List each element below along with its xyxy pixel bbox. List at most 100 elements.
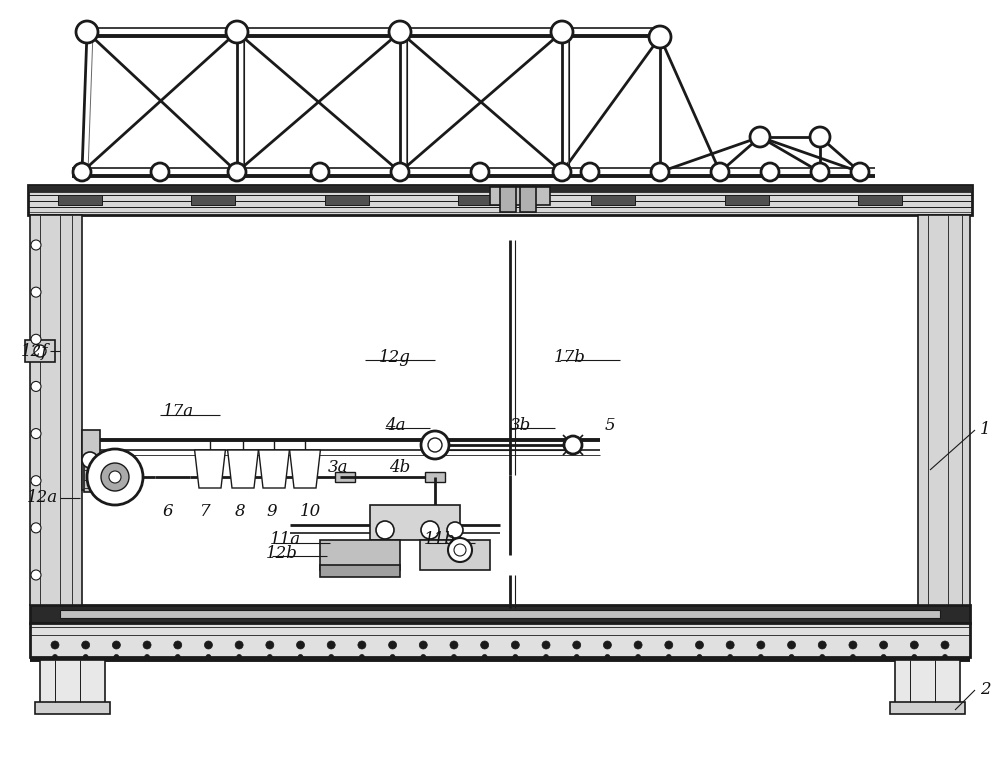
Polygon shape [259, 450, 289, 488]
Circle shape [711, 163, 729, 181]
Circle shape [789, 655, 794, 659]
Text: 2: 2 [980, 682, 991, 699]
Circle shape [31, 429, 41, 439]
Text: 12f: 12f [21, 342, 48, 359]
Text: 5: 5 [605, 416, 615, 433]
Text: 12a: 12a [27, 490, 58, 507]
Bar [191, 195, 235, 205]
Circle shape [297, 641, 305, 649]
Circle shape [603, 641, 611, 649]
Circle shape [143, 641, 151, 649]
Text: 12b: 12b [266, 544, 298, 561]
Circle shape [448, 538, 472, 562]
Circle shape [634, 641, 642, 649]
Circle shape [82, 641, 90, 649]
Circle shape [114, 655, 119, 659]
Circle shape [228, 163, 246, 181]
Circle shape [266, 641, 274, 649]
Circle shape [454, 544, 466, 556]
Circle shape [605, 655, 610, 659]
Circle shape [542, 641, 550, 649]
Circle shape [697, 655, 702, 659]
Circle shape [109, 471, 121, 483]
Text: 1: 1 [980, 422, 991, 439]
Bar [520, 187, 536, 212]
Circle shape [206, 655, 211, 659]
Circle shape [447, 522, 463, 538]
Circle shape [31, 287, 41, 297]
Polygon shape [195, 450, 225, 488]
Text: 10: 10 [299, 503, 321, 520]
Circle shape [665, 641, 673, 649]
Circle shape [267, 655, 272, 659]
Bar [58, 195, 102, 205]
Circle shape [31, 240, 41, 250]
Bar [425, 472, 445, 482]
Circle shape [390, 655, 395, 659]
Bar [858, 195, 902, 205]
Circle shape [849, 641, 857, 649]
Circle shape [551, 21, 573, 43]
Circle shape [145, 655, 150, 659]
Circle shape [226, 21, 248, 43]
Circle shape [728, 655, 733, 659]
Circle shape [726, 641, 734, 649]
Circle shape [311, 163, 329, 181]
Text: 9: 9 [267, 503, 277, 520]
Circle shape [942, 655, 948, 659]
Bar [591, 195, 635, 205]
Circle shape [750, 127, 770, 147]
Circle shape [511, 641, 519, 649]
Circle shape [544, 655, 549, 659]
Circle shape [174, 641, 182, 649]
Text: 3b: 3b [509, 416, 531, 433]
Bar [30, 605, 970, 623]
Circle shape [810, 127, 830, 147]
Text: 11b: 11b [424, 531, 456, 548]
Circle shape [421, 431, 449, 459]
Text: 6: 6 [163, 503, 173, 520]
Circle shape [358, 641, 366, 649]
Bar [500, 187, 516, 212]
Circle shape [941, 641, 949, 649]
Circle shape [880, 641, 888, 649]
Polygon shape [228, 450, 258, 488]
Bar [370, 505, 460, 540]
Circle shape [76, 21, 98, 43]
Text: 3a: 3a [328, 460, 348, 476]
Circle shape [651, 163, 669, 181]
Circle shape [389, 641, 397, 649]
Circle shape [482, 655, 487, 659]
Circle shape [237, 655, 242, 659]
Text: 17b: 17b [554, 348, 586, 365]
Circle shape [564, 436, 582, 454]
Circle shape [573, 641, 581, 649]
Circle shape [421, 521, 439, 539]
Text: 17a: 17a [162, 403, 194, 420]
Circle shape [450, 641, 458, 649]
Circle shape [175, 655, 180, 659]
Circle shape [636, 655, 641, 659]
Bar [30, 623, 970, 657]
Bar [82, 430, 100, 490]
Circle shape [31, 523, 41, 533]
Circle shape [910, 641, 918, 649]
Bar [28, 185, 972, 192]
Circle shape [666, 655, 671, 659]
Bar [60, 610, 940, 618]
Circle shape [581, 163, 599, 181]
Bar [40, 660, 105, 710]
Circle shape [52, 655, 58, 659]
Circle shape [31, 476, 41, 486]
Circle shape [34, 345, 46, 357]
Bar [35, 702, 110, 714]
Bar [918, 215, 970, 605]
Circle shape [553, 163, 571, 181]
Circle shape [471, 163, 489, 181]
Circle shape [649, 26, 671, 48]
Circle shape [851, 163, 869, 181]
Circle shape [87, 449, 143, 505]
Circle shape [428, 438, 442, 452]
Circle shape [811, 163, 829, 181]
Circle shape [451, 655, 456, 659]
